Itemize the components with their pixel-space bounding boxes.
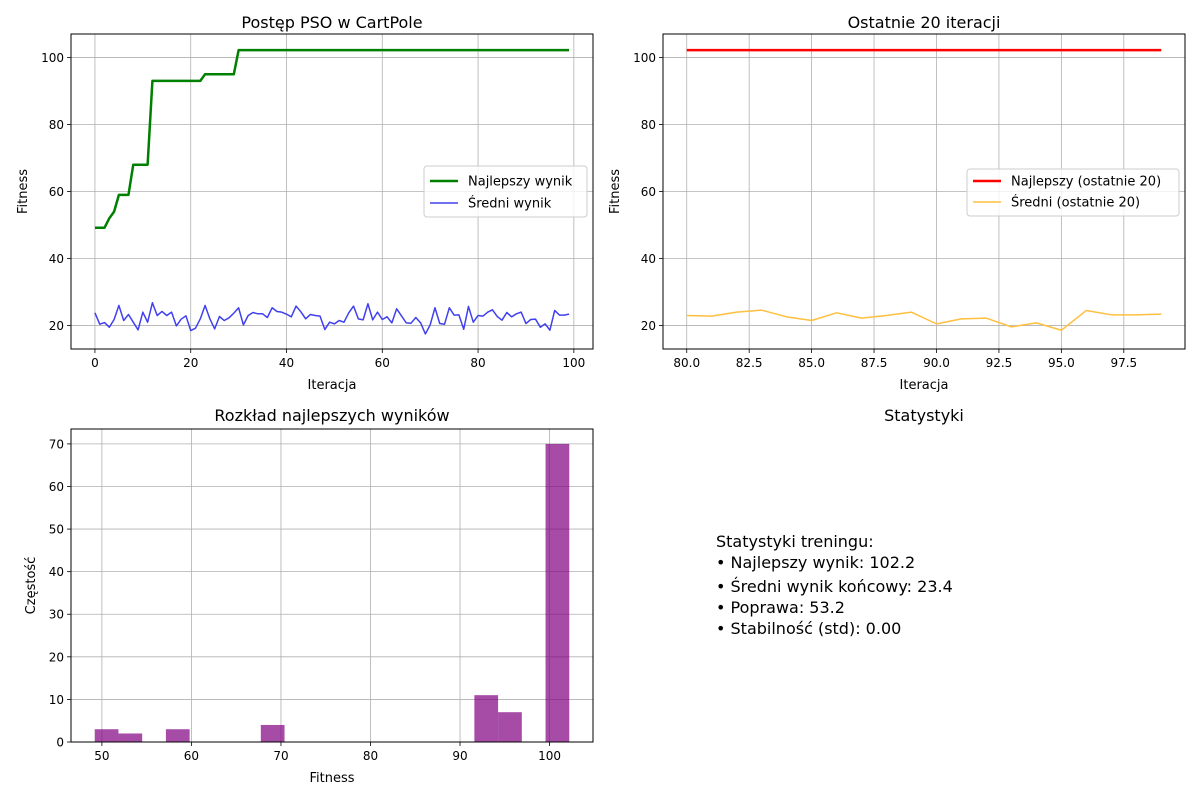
x-tick-label: 60	[184, 749, 199, 763]
stats-line-0: Statystyki treningu:	[716, 532, 874, 551]
x-tick-label: 97.5	[1110, 356, 1137, 370]
histogram-bar	[474, 695, 499, 742]
y-tick-label: 60	[641, 185, 656, 199]
x-tick-label: 20	[183, 356, 198, 370]
histogram-chart-xlabel: Fitness	[309, 771, 354, 786]
y-tick-label: 0	[56, 736, 64, 750]
stats-line-4: • Stabilność (std): 0.00	[716, 619, 901, 638]
y-tick-label: 60	[49, 480, 64, 494]
progress-chart-title: Postęp PSO w CartPole	[241, 13, 422, 32]
histogram-bar	[94, 729, 119, 742]
last-20-chart-xlabel: Iteracja	[900, 378, 949, 393]
histogram-bar	[260, 724, 285, 742]
progress-chart-legend: Najlepszy wynik Średni wynik	[423, 165, 588, 218]
last-20-chart: Ostatnie 20 iteracji 80.0 82.5 85.0 87.5 90.…	[608, 13, 1186, 393]
y-tick-label: 60	[49, 185, 64, 199]
stats-line-1: • Najlepszy wynik: 102.2	[716, 553, 915, 572]
y-tick-label: 80	[641, 118, 656, 132]
x-tick-label: 0	[91, 356, 99, 370]
x-tick-label: 87.5	[861, 356, 888, 370]
legend-box	[423, 165, 588, 218]
x-tick-label: 50	[94, 749, 109, 763]
x-tick-label: 60	[375, 356, 390, 370]
histogram-chart-title: Rozkład najlepszych wyników	[214, 406, 449, 425]
y-tick-label: 100	[633, 51, 656, 65]
stats-line-2: • Średni wynik końcowy: 23.4	[716, 577, 953, 596]
histogram-bar	[118, 733, 143, 742]
progress-chart-xlabel: Iteracja	[308, 378, 357, 393]
y-tick-label: 40	[641, 252, 656, 266]
y-tick-label: 40	[49, 565, 64, 579]
stats-panel-title: Statystyki	[884, 406, 964, 425]
y-tick-label: 80	[49, 118, 64, 132]
legend-box	[966, 168, 1180, 217]
last-20-chart-title: Ostatnie 20 iteracji	[848, 13, 1001, 32]
legend-label-best: Najlepszy wynik	[468, 175, 573, 190]
x-tick-label: 100	[562, 356, 585, 370]
stats-line-3: • Poprawa: 53.2	[716, 598, 845, 617]
legend-label-best-last20: Najlepszy (ostatnie 20)	[1011, 175, 1161, 190]
x-tick-label: 70	[273, 749, 288, 763]
histogram-chart-ylabel: Częstość	[24, 557, 39, 615]
last-20-chart-legend: Najlepszy (ostatnie 20) Średni (ostatnie…	[966, 168, 1180, 217]
y-tick-label: 70	[49, 437, 64, 451]
histogram-chart: Rozkład najlepszych wyników 50 60 70 80 90 10…	[24, 406, 594, 786]
stats-panel: Statystyki Statystyki treningu: • Najlep…	[716, 406, 964, 638]
series-line-redni-ostatnie-20	[686, 309, 1162, 331]
legend-label-mean: Średni wynik	[468, 196, 552, 212]
x-tick-label: 90.0	[923, 356, 950, 370]
histogram-bar	[545, 443, 570, 742]
legend-label-mean-last20: Średni (ostatnie 20)	[1011, 195, 1140, 211]
x-tick-label: 100	[538, 749, 561, 763]
progress-chart: Postęp PSO w CartPole 0 20 40 60 80 100 20 40 60…	[16, 13, 594, 393]
x-tick-label: 85.0	[798, 356, 825, 370]
y-tick-label: 20	[49, 650, 64, 664]
y-tick-label: 100	[41, 51, 64, 65]
histogram-bar	[165, 729, 190, 742]
x-tick-label: 80.0	[673, 356, 700, 370]
last-20-chart-ylabel: Fitness	[608, 169, 623, 214]
x-tick-label: 92.5	[986, 356, 1013, 370]
y-tick-label: 40	[49, 252, 64, 266]
series-line-redni-wynik	[94, 302, 570, 335]
x-tick-label: 80	[363, 749, 378, 763]
y-tick-label: 20	[641, 319, 656, 333]
x-tick-label: 82.5	[736, 356, 763, 370]
y-tick-label: 10	[49, 693, 64, 707]
x-tick-label: 80	[470, 356, 485, 370]
y-tick-label: 20	[49, 319, 64, 333]
histogram-chart-frame	[70, 428, 594, 743]
x-tick-label: 40	[279, 356, 294, 370]
histogram-bar	[498, 712, 522, 742]
series-line-najlepszy-wynik	[94, 48, 570, 229]
x-tick-label: 95.0	[1048, 356, 1075, 370]
progress-chart-ylabel: Fitness	[16, 169, 31, 214]
y-tick-label: 30	[49, 608, 64, 622]
x-tick-label: 90	[452, 749, 467, 763]
y-tick-label: 50	[49, 523, 64, 537]
